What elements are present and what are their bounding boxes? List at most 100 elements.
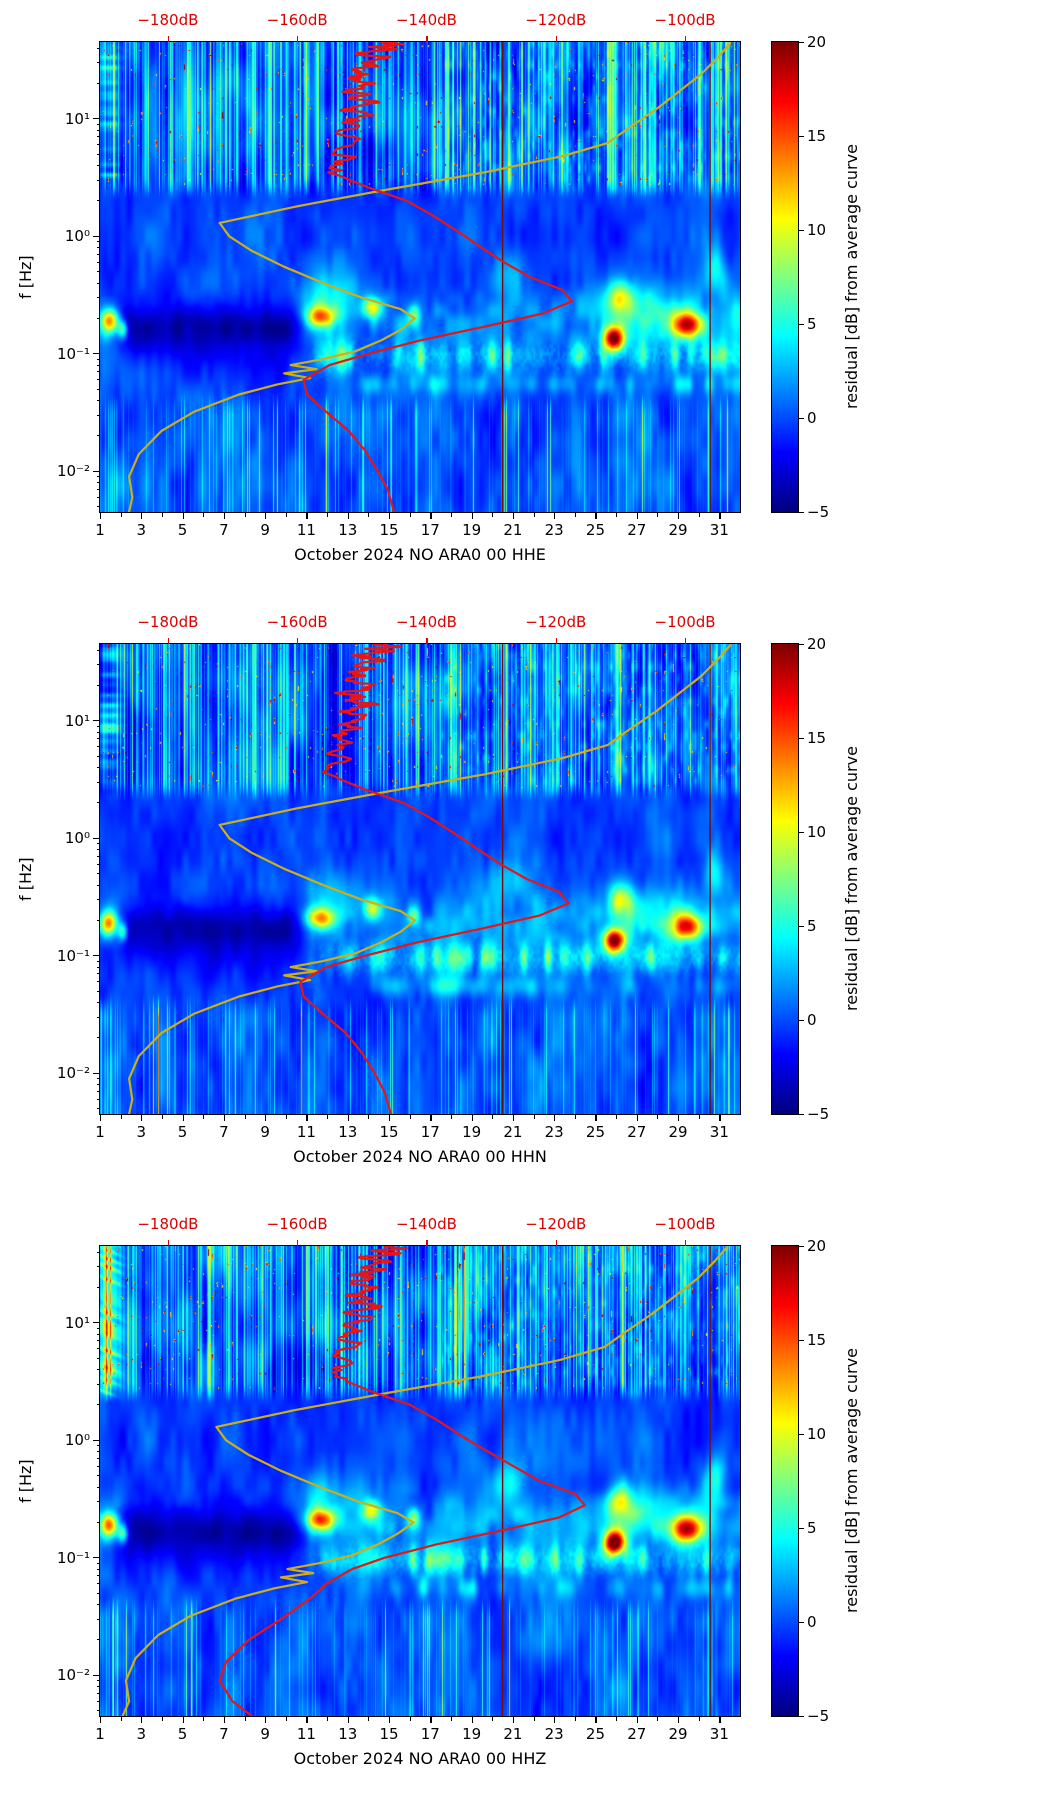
y-minor-tick xyxy=(96,855,100,857)
x-tick-label: 19 xyxy=(462,1725,482,1743)
x-tick-label: 9 xyxy=(260,521,270,539)
y-minor-tick xyxy=(96,1618,100,1620)
x-tick xyxy=(265,513,267,519)
x-tick xyxy=(430,1717,432,1723)
y-minor-tick xyxy=(96,179,100,181)
colorbar-tick xyxy=(799,1433,804,1435)
x-minor-tick xyxy=(616,1115,618,1119)
y-tick-label: 10⁰ xyxy=(64,829,90,848)
x-minor-tick xyxy=(657,1717,659,1721)
y-minor-tick xyxy=(96,1078,100,1080)
top-db-tick xyxy=(555,637,558,644)
y-minor-tick xyxy=(96,200,100,202)
top-db-tick-label: −100dB xyxy=(654,11,716,29)
x-tick xyxy=(512,1717,515,1723)
colorbar xyxy=(771,643,799,1115)
x-tick xyxy=(306,1717,308,1723)
colorbar-tick xyxy=(799,1019,804,1021)
x-tick xyxy=(430,513,432,519)
x-tick-label: 27 xyxy=(627,1123,647,1141)
y-tick xyxy=(93,955,100,957)
psd-curves-overlay xyxy=(128,644,732,1114)
y-minor-tick xyxy=(96,981,100,983)
colorbar-tick xyxy=(799,1715,804,1717)
x-minor-tick xyxy=(368,1115,370,1119)
x-minor-tick xyxy=(244,513,246,517)
x-minor-tick xyxy=(574,1717,576,1721)
y-minor-tick xyxy=(96,1475,100,1477)
colorbar-tick xyxy=(799,925,804,927)
x-tick-label: 5 xyxy=(177,521,188,539)
colorbar-tick xyxy=(799,831,804,833)
x-tick xyxy=(678,513,680,519)
average-psd-curve-red xyxy=(218,1246,586,1716)
x-tick-label: 21 xyxy=(503,1725,523,1743)
y-minor-tick xyxy=(96,746,100,748)
y-tick-label: 10⁻¹ xyxy=(56,1548,90,1567)
y-minor-tick xyxy=(96,47,100,49)
colorbar-tick xyxy=(799,1527,804,1529)
x-axis-label: October 2024 NO ARA0 00 HHE xyxy=(294,545,546,564)
x-minor-tick xyxy=(244,1115,246,1119)
x-tick xyxy=(389,513,391,519)
x-minor-tick xyxy=(533,1717,535,1721)
y-minor-tick xyxy=(96,1266,100,1268)
y-tick xyxy=(93,470,100,472)
colorbar-tick-label: −5 xyxy=(807,1707,830,1725)
x-tick-label: 27 xyxy=(627,521,647,539)
colorbar-label: residual [dB] from average curve xyxy=(842,1348,861,1614)
y-tick xyxy=(93,1674,100,1676)
y-minor-tick xyxy=(96,1084,100,1086)
x-tick-label: 3 xyxy=(136,1123,147,1141)
x-minor-tick xyxy=(203,1717,205,1721)
y-minor-tick xyxy=(96,271,100,273)
reference-psd-curve-yellow xyxy=(121,1246,729,1716)
x-tick xyxy=(512,513,515,519)
y-tick-label: 10⁻² xyxy=(56,1666,90,1685)
y-minor-tick xyxy=(96,738,100,740)
y-tick-label: 10⁰ xyxy=(64,227,90,246)
y-minor-tick xyxy=(96,1098,100,1100)
x-tick-label: 5 xyxy=(177,1123,188,1141)
y-minor-tick xyxy=(96,317,100,319)
x-tick-label: 13 xyxy=(338,1725,358,1743)
y-minor-tick xyxy=(96,1348,100,1350)
x-tick xyxy=(678,1717,680,1723)
colorbar-tick-label: 5 xyxy=(807,1519,817,1537)
spectrogram-panel-hhe: f [Hz] October 2024 NO ARA0 00 HHE resid… xyxy=(0,0,1052,602)
x-tick xyxy=(347,1717,349,1723)
colorbar-label: residual [dB] from average curve xyxy=(842,144,861,410)
y-minor-tick xyxy=(96,1451,100,1453)
top-db-tick-label: −100dB xyxy=(654,1215,716,1233)
x-tick xyxy=(719,513,721,519)
top-db-tick xyxy=(685,35,687,42)
y-minor-tick xyxy=(96,371,100,373)
y-minor-tick xyxy=(96,1369,100,1370)
top-db-tick-label: −100dB xyxy=(654,613,716,631)
y-minor-tick xyxy=(96,1562,100,1564)
x-minor-tick xyxy=(285,513,287,517)
colorbar-tick xyxy=(799,1245,804,1247)
x-tick xyxy=(100,1717,102,1723)
y-minor-tick xyxy=(96,1457,100,1459)
y-minor-tick xyxy=(96,1002,100,1003)
y-minor-tick xyxy=(96,990,100,992)
y-minor-tick xyxy=(96,129,100,131)
x-tick-label: 19 xyxy=(462,1123,482,1141)
colorbar-tick xyxy=(799,737,804,739)
x-tick xyxy=(265,1717,267,1723)
x-tick-label: 3 xyxy=(136,521,147,539)
y-minor-tick xyxy=(96,1583,100,1585)
y-tick-label: 10¹ xyxy=(64,109,90,128)
y-minor-tick xyxy=(96,1286,100,1288)
x-minor-tick xyxy=(616,513,618,517)
top-db-tick xyxy=(297,1239,299,1246)
colorbar-label: residual [dB] from average curve xyxy=(842,746,861,1012)
x-tick-label: 13 xyxy=(338,1123,358,1141)
y-minor-tick xyxy=(96,731,100,733)
y-minor-tick xyxy=(96,1486,100,1488)
x-tick xyxy=(223,1717,226,1723)
y-minor-tick xyxy=(96,253,100,255)
colorbar-tick-label: 20 xyxy=(807,1237,827,1255)
x-tick xyxy=(636,513,638,519)
